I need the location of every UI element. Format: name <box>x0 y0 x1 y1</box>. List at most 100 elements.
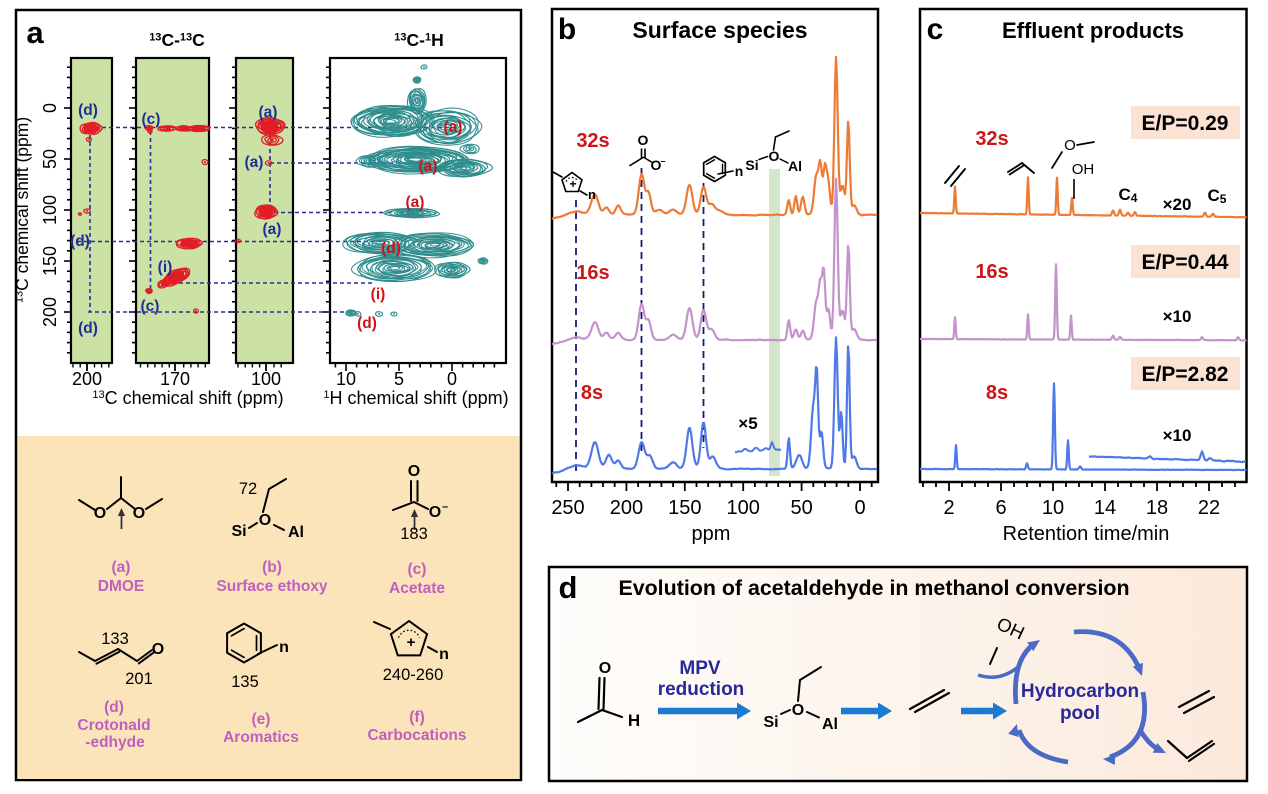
svg-text:(a): (a) <box>444 119 463 136</box>
svg-text:n: n <box>735 163 744 179</box>
svg-text:201: 201 <box>125 670 153 688</box>
svg-text:Surface ethoxy: Surface ethoxy <box>216 578 328 595</box>
svg-text:(i): (i) <box>371 286 386 303</box>
svg-text:(a): (a) <box>419 158 438 175</box>
svg-text:O: O <box>792 702 804 719</box>
svg-text:(a): (a) <box>112 559 131 576</box>
svg-text:32s: 32s <box>576 130 609 152</box>
svg-text:O: O <box>408 463 420 480</box>
svg-text:(c): (c) <box>142 111 161 128</box>
svg-text:Al: Al <box>822 716 838 733</box>
svg-text:(a): (a) <box>245 154 264 171</box>
svg-text:+: + <box>569 177 576 191</box>
svg-text:6: 6 <box>995 497 1006 519</box>
svg-text:O: O <box>599 660 611 677</box>
svg-text:8s: 8s <box>581 382 603 404</box>
svg-text:E/P=0.29: E/P=0.29 <box>1142 112 1229 135</box>
svg-text:×10: ×10 <box>1163 307 1192 326</box>
svg-text:0: 0 <box>447 369 457 389</box>
svg-text:n: n <box>439 646 449 663</box>
svg-text:50: 50 <box>40 149 60 169</box>
svg-text:O: O <box>1064 137 1076 154</box>
svg-text:240-260: 240-260 <box>383 666 444 684</box>
svg-text:×5: ×5 <box>738 414 757 433</box>
svg-text:22: 22 <box>1198 497 1220 519</box>
svg-text:Carbocations: Carbocations <box>367 727 466 744</box>
svg-text:O: O <box>429 504 441 521</box>
svg-text:13C-13C: 13C-13C <box>149 30 205 50</box>
svg-text:13C chemical shift (ppm): 13C chemical shift (ppm) <box>12 117 32 303</box>
svg-text:200: 200 <box>40 297 60 327</box>
svg-text:72: 72 <box>239 480 257 498</box>
svg-text:5: 5 <box>394 369 404 389</box>
svg-text:0: 0 <box>40 103 60 113</box>
svg-text:a: a <box>26 15 44 50</box>
svg-text:18: 18 <box>1146 497 1168 519</box>
svg-text:Si: Si <box>763 714 778 731</box>
svg-text:×20: ×20 <box>1163 195 1192 214</box>
svg-text:O: O <box>769 148 780 164</box>
svg-text:Al: Al <box>788 158 802 174</box>
svg-text:Crotonald: Crotonald <box>77 717 150 734</box>
svg-text:×10: ×10 <box>1163 426 1192 445</box>
svg-text:Surface species: Surface species <box>632 17 807 43</box>
svg-text:(d): (d) <box>104 699 124 716</box>
svg-text:n: n <box>588 187 596 202</box>
svg-text:50: 50 <box>790 497 812 519</box>
svg-text:c: c <box>927 13 944 46</box>
svg-text:(d): (d) <box>78 102 98 119</box>
svg-text:(f): (f) <box>409 709 425 726</box>
svg-text:+: + <box>407 634 416 651</box>
svg-text:16s: 16s <box>975 261 1008 283</box>
svg-text:150: 150 <box>668 497 701 519</box>
svg-text:Acetate: Acetate <box>389 580 445 597</box>
svg-text:Aromatics: Aromatics <box>223 729 299 746</box>
svg-text:reduction: reduction <box>658 679 745 700</box>
svg-text:O: O <box>133 505 145 522</box>
svg-text:Effluent products: Effluent products <box>1002 18 1184 43</box>
svg-text:O: O <box>152 641 164 658</box>
svg-text:pool: pool <box>1060 703 1100 724</box>
svg-text:–: – <box>442 501 448 513</box>
svg-text:(a): (a) <box>406 194 425 211</box>
svg-text:100: 100 <box>251 369 281 389</box>
svg-text:(e): (e) <box>252 711 271 728</box>
svg-text:O: O <box>651 157 662 173</box>
svg-text:Hydrocarbon: Hydrocarbon <box>1021 681 1139 702</box>
svg-text:Retention time/min: Retention time/min <box>1003 523 1170 545</box>
svg-text:O: O <box>94 505 106 522</box>
svg-text:0: 0 <box>854 497 865 519</box>
svg-text:10: 10 <box>1042 497 1064 519</box>
svg-text:1H chemical shift (ppm): 1H chemical shift (ppm) <box>323 388 508 408</box>
svg-text:250: 250 <box>551 497 584 519</box>
svg-text:Al: Al <box>288 524 304 541</box>
svg-text:d: d <box>559 570 578 605</box>
svg-text:(a): (a) <box>263 221 282 238</box>
svg-text:Si: Si <box>231 523 246 540</box>
svg-text:200: 200 <box>72 369 102 389</box>
svg-text:2: 2 <box>943 497 954 519</box>
svg-text:8s: 8s <box>986 382 1008 404</box>
svg-text:(d): (d) <box>381 240 401 257</box>
svg-text:Evolution of acetaldehyde in m: Evolution of acetaldehyde in methanol co… <box>618 576 1129 600</box>
svg-text:E/P=0.44: E/P=0.44 <box>1142 251 1229 274</box>
svg-text:(c): (c) <box>141 298 160 315</box>
svg-text:100: 100 <box>40 195 60 225</box>
svg-text:(i): (i) <box>158 259 173 276</box>
svg-text:100: 100 <box>727 497 760 519</box>
svg-text:H: H <box>628 711 640 730</box>
svg-text:183: 183 <box>400 525 428 543</box>
svg-text:ppm: ppm <box>692 523 731 545</box>
svg-text:(c): (c) <box>408 561 427 578</box>
svg-text:O: O <box>259 512 271 529</box>
svg-text:170: 170 <box>160 369 190 389</box>
svg-text:135: 135 <box>231 673 259 691</box>
svg-text:(d): (d) <box>70 233 90 250</box>
svg-text:b: b <box>558 13 576 46</box>
svg-text:Si: Si <box>745 157 758 173</box>
svg-text:(b): (b) <box>262 559 282 576</box>
svg-text:n: n <box>279 639 289 656</box>
svg-text:O: O <box>638 132 649 148</box>
svg-text:32s: 32s <box>975 128 1008 150</box>
svg-text:133: 133 <box>101 630 129 648</box>
